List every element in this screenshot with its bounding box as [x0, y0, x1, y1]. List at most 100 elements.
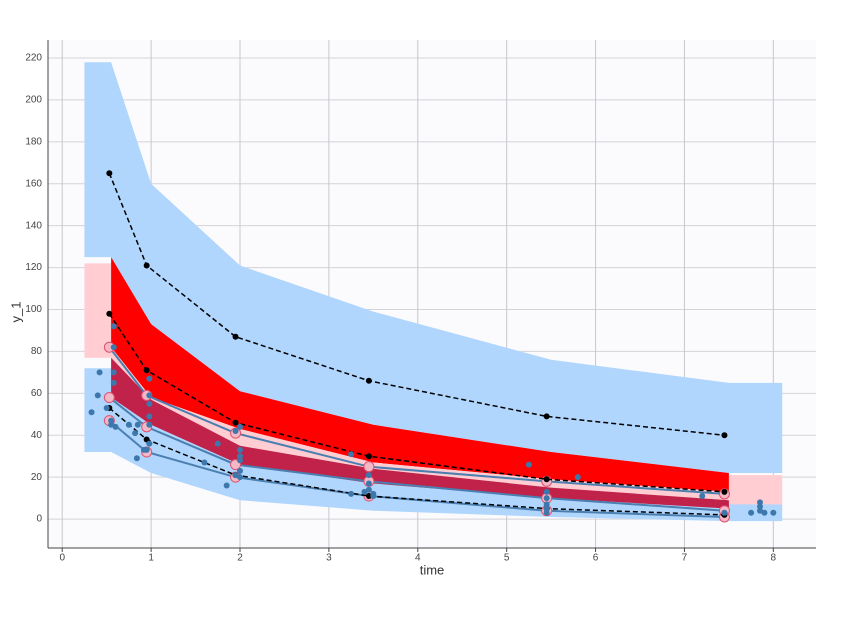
- band: [84, 368, 783, 522]
- x-tick-label: 6: [593, 553, 599, 564]
- observation: [108, 417, 115, 424]
- line: [108, 407, 725, 516]
- observation: [112, 423, 119, 430]
- observation: [770, 509, 777, 516]
- x-tick-label: 7: [682, 553, 688, 564]
- observation: [141, 446, 147, 453]
- observation: [365, 486, 372, 493]
- observation: [146, 413, 153, 420]
- observation: [110, 379, 117, 386]
- point-marker: [106, 170, 113, 177]
- y-tick-label: 120: [25, 262, 42, 273]
- y-tick-label: 180: [25, 136, 42, 147]
- axes: 0 20 40 60 80 100 120 140 160 180 200 220 0 1 2 3 4 5 6 7 8: [25, 40, 816, 564]
- x-tick-label: 4: [415, 553, 421, 564]
- observation: [146, 440, 153, 447]
- observation: [543, 509, 550, 516]
- observation: [543, 501, 550, 508]
- observation: [748, 509, 755, 516]
- observation: [757, 507, 763, 514]
- point-marker: [106, 310, 113, 317]
- x-tick-label: 5: [504, 553, 510, 564]
- observation: [88, 409, 95, 416]
- band: [728, 475, 783, 505]
- point-marker: [143, 367, 150, 374]
- y-tick-label: 200: [25, 95, 42, 106]
- observation: [237, 457, 243, 464]
- line: [108, 313, 725, 493]
- observation: [232, 428, 239, 435]
- observation: [125, 421, 132, 428]
- observation: [365, 472, 372, 479]
- x-tick-label: 3: [326, 553, 332, 564]
- observation: [133, 455, 140, 462]
- point-marker: [365, 453, 372, 460]
- observation: [110, 344, 117, 351]
- observation: [108, 421, 115, 428]
- observation: [132, 430, 139, 437]
- observation: [214, 440, 221, 447]
- y-tick-label: 80: [31, 346, 43, 357]
- observation: [574, 474, 581, 481]
- point-marker: [365, 377, 372, 384]
- observation: [348, 451, 355, 458]
- observation: [223, 482, 230, 489]
- point-marker: [363, 461, 375, 473]
- observation: [237, 423, 243, 430]
- band: [84, 263, 112, 358]
- y-tick-label: 160: [25, 178, 42, 189]
- observation: [757, 499, 763, 506]
- observation: [134, 421, 141, 428]
- observation: [237, 467, 243, 474]
- line: [108, 419, 725, 518]
- y-tick-label: 140: [25, 220, 42, 231]
- observation: [761, 509, 768, 516]
- observation: [543, 505, 550, 512]
- x-axis-title: time: [420, 562, 445, 577]
- observation: [94, 392, 101, 399]
- observation: [146, 400, 153, 407]
- y-tick-label: 0: [36, 514, 42, 525]
- point-marker: [543, 476, 550, 483]
- observation: [201, 459, 208, 466]
- band: [84, 62, 783, 473]
- observation: [232, 472, 239, 479]
- point-marker: [103, 392, 115, 404]
- band: [111, 257, 729, 492]
- observation: [543, 488, 550, 495]
- observation: [237, 446, 243, 453]
- observation: [237, 453, 243, 460]
- point-marker: [721, 488, 728, 495]
- point-marker: [232, 333, 239, 340]
- y-tick-label: 100: [25, 304, 42, 315]
- line: [108, 396, 725, 512]
- line: [108, 346, 725, 495]
- point-marker: [143, 262, 150, 269]
- band: [111, 357, 729, 509]
- observation: [365, 480, 372, 487]
- observation: [699, 493, 706, 500]
- y-tick-label: 40: [31, 430, 43, 441]
- x-tick-label: 1: [148, 553, 154, 564]
- observation: [110, 323, 117, 330]
- line: [108, 173, 725, 436]
- observation: [146, 375, 153, 382]
- observation: [757, 503, 763, 510]
- marks: [84, 62, 783, 523]
- point-marker: [543, 413, 550, 420]
- observation: [146, 392, 153, 399]
- point-marker: [232, 419, 239, 426]
- observation: [525, 461, 532, 468]
- observation: [146, 421, 153, 428]
- y-tick-label: 60: [31, 388, 43, 399]
- observation: [348, 490, 355, 497]
- x-tick-label: 2: [237, 553, 243, 564]
- y-tick-label: 20: [31, 472, 43, 483]
- observation: [96, 369, 103, 376]
- observation: [110, 369, 117, 376]
- observation: [543, 495, 550, 502]
- observation: [370, 490, 377, 497]
- x-tick-label: 0: [59, 553, 65, 564]
- observation: [361, 488, 368, 495]
